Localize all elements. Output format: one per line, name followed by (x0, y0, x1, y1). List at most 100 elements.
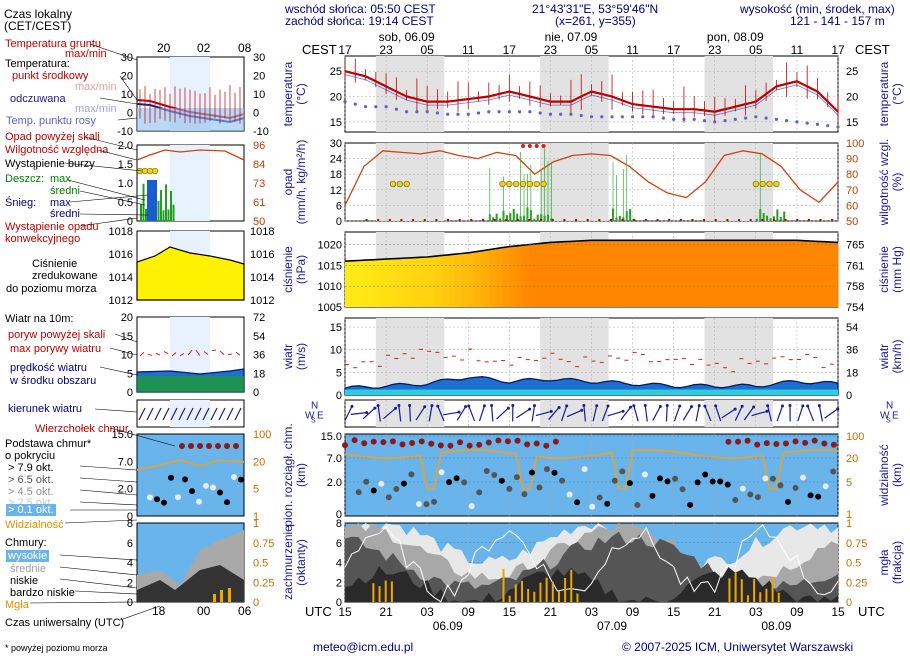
dew-point (569, 112, 573, 116)
bottom-hour-tick: 21 (379, 605, 393, 619)
panel-dir (344, 399, 839, 428)
cest-label-left: CEST (302, 42, 337, 57)
dew-point (702, 119, 707, 123)
conv-marker (447, 219, 450, 221)
legend-octa-65: > 6.5 okt. (8, 474, 54, 486)
top-hour-tick: 17 (503, 43, 517, 57)
tick-label: 1 (846, 509, 852, 521)
dew-point (610, 115, 614, 119)
pressure-fill (721, 240, 729, 307)
tick-label: 5 (336, 367, 342, 379)
legend-connector (79, 477, 138, 483)
pressure-fill (605, 240, 613, 307)
panel-label-right: wilgotność wzgl. (877, 139, 891, 227)
panel-label-left: ciśnienie (281, 246, 295, 293)
cloud-base-dot (754, 494, 761, 501)
cloud-base-dot (822, 483, 829, 490)
tick-label: 15 (330, 322, 342, 334)
rain-bar (533, 218, 536, 221)
legend-fog-bar (220, 590, 223, 602)
day-label-bottom: 06.09 (433, 619, 463, 633)
panel-unit-left: (oktanty) (294, 539, 308, 586)
top-hour-tick: 23 (379, 43, 393, 57)
legend-connector (79, 217, 138, 227)
legend-tick-right: 1018 (250, 226, 274, 238)
cloud-top-dot (380, 439, 387, 446)
coords-text: 21°43'31"E, 53°59'46"N (532, 2, 659, 16)
legend-base-dot (161, 499, 167, 506)
conv-marker (784, 219, 787, 221)
rain-bar (776, 209, 779, 221)
copyright: © 2007-2025 ICM, Uniwersytet Warszawski (622, 640, 854, 654)
pressure-fill (529, 244, 538, 307)
legend-cloud-top-dot (179, 443, 185, 449)
wind-arrow-head (678, 404, 682, 408)
dew-point (733, 117, 737, 121)
cloud-top-dot (370, 438, 377, 445)
top-hour-tick: 11 (791, 43, 804, 57)
conv-marker (377, 219, 380, 221)
legend-cloud-top-dot (224, 443, 230, 449)
legend-wind-arrow (218, 407, 226, 421)
legend-connector (114, 333, 138, 343)
wind-arrow (715, 405, 722, 422)
conv-marker (575, 219, 578, 221)
precip-series (344, 144, 839, 222)
wind-arrow (734, 406, 743, 421)
legend-rain-bar (170, 190, 172, 221)
cloud-top-dot (514, 437, 521, 444)
dew-point (682, 117, 686, 121)
cloud-base-dot (672, 475, 679, 482)
compass-s: S (311, 418, 316, 425)
pressure-fill (817, 241, 825, 307)
legend-gust-mark (235, 351, 241, 356)
wind-arrow-head (467, 404, 471, 408)
conv-marker (598, 219, 601, 221)
pressure-fill (570, 241, 579, 307)
pressure-fill (714, 240, 723, 307)
pressure-fill (386, 259, 394, 307)
conv-marker (807, 219, 810, 221)
wind-arrow (437, 405, 445, 422)
cloud-base-dot (739, 485, 746, 492)
panel-label-left: zachmurzenie (281, 525, 295, 600)
dew-point (630, 115, 635, 119)
fog-bar (372, 583, 375, 602)
conv-marker (528, 219, 531, 221)
wind-arrow-head (582, 404, 586, 408)
cloud-base-dot (363, 478, 370, 485)
legend-clouds-title: Chmury: (5, 537, 47, 549)
cloud-base-dot (468, 503, 475, 510)
rain-bar (512, 208, 515, 221)
wind-arrow-head (394, 406, 398, 410)
wind-arrow-head (436, 404, 440, 408)
pressure-fill (523, 245, 531, 307)
legend-tick-left: 20 (121, 71, 133, 83)
pressure-fill (810, 241, 818, 307)
conv-marker (505, 219, 508, 221)
legend-utc-label: Czas uniwersalny (UTC) (5, 617, 125, 629)
pressure-fill (646, 240, 654, 307)
cloud-top-dot (821, 440, 828, 447)
legend-cloud-top-dot (215, 443, 221, 449)
dew-point (353, 102, 357, 106)
cloud-base-dot (702, 471, 709, 478)
conv-marker (412, 219, 415, 221)
bottom-hour-tick: 15 (503, 605, 517, 619)
cloud-base-dot (611, 477, 618, 484)
conv-marker (423, 219, 426, 221)
cloud-top-dot (399, 441, 406, 448)
legend-gust-mark (179, 353, 185, 357)
pressure-fill (783, 240, 791, 307)
legend-tick-right: 20 (253, 456, 265, 468)
cest-label-right: CEST (855, 42, 890, 57)
panel-unit-right: (%) (890, 173, 904, 192)
cloud-base-dot (747, 491, 754, 498)
contact-link[interactable]: meteo@icm.edu.pl (313, 640, 414, 654)
cloud-top-dot (811, 437, 818, 444)
pressure-fill (694, 240, 702, 307)
wind-arrow (592, 405, 598, 422)
conv-marker (586, 219, 589, 221)
pressure-fill (748, 240, 757, 307)
legend-base-dot (182, 476, 188, 483)
